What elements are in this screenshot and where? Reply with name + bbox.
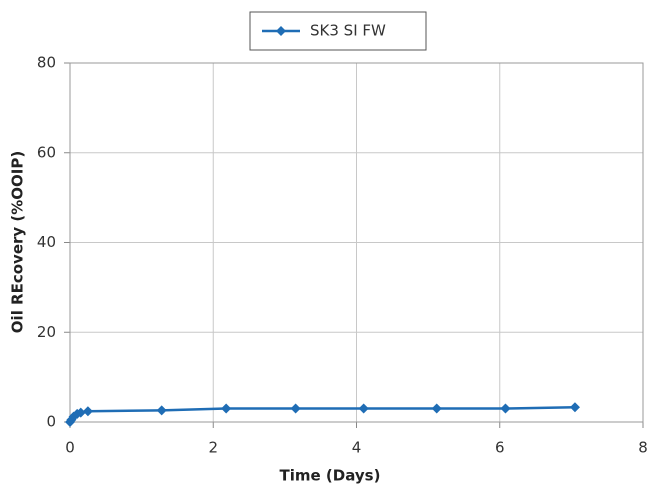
x-tick-label: 2: [208, 439, 218, 457]
data-point: [156, 405, 167, 416]
x-tick-label: 8: [638, 439, 648, 457]
data-point: [431, 403, 442, 414]
y-tick-label: 20: [37, 323, 56, 341]
data-line: [68, 405, 575, 423]
plot-frame: [69, 62, 644, 423]
data-point: [290, 403, 301, 414]
data-point: [221, 403, 232, 414]
data-point: [358, 403, 369, 414]
data-point: [75, 407, 86, 418]
y-axis-title: Oil REcovery (%OOIP): [9, 151, 27, 333]
x-tick-label: 0: [65, 439, 75, 457]
y-tick-label: 60: [37, 143, 56, 161]
y-tick-label: 40: [37, 233, 56, 251]
data-point: [82, 406, 93, 417]
x-tick-label: 6: [495, 439, 505, 457]
y-tick-label: 80: [37, 54, 56, 72]
data-point: [569, 402, 580, 413]
legend-marker: [276, 26, 286, 36]
x-axis-title: Time (Days): [280, 467, 381, 485]
x-tick-label: 4: [352, 439, 362, 457]
data-point: [500, 403, 511, 414]
legend-label: SK3 SI FW: [310, 22, 386, 40]
y-tick-label: 0: [46, 413, 56, 431]
